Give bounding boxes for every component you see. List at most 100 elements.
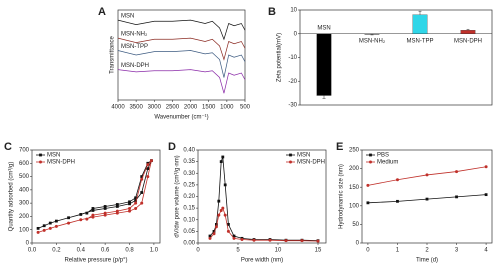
y-tick-label: 0.15 <box>183 206 195 212</box>
point <box>140 175 144 178</box>
point <box>85 217 89 221</box>
panel-label: B <box>268 6 276 18</box>
x-tick-label: 3 <box>455 248 459 254</box>
series-line <box>37 159 153 233</box>
point <box>232 234 236 238</box>
point <box>36 226 40 230</box>
y-axis-label: Transmittance <box>110 35 116 73</box>
y-tick-label: 0.35 <box>183 159 195 165</box>
point <box>115 209 119 213</box>
series-line <box>117 37 246 61</box>
plot-frame <box>117 9 246 101</box>
point <box>140 177 144 181</box>
point <box>146 163 150 167</box>
bar <box>364 33 380 35</box>
x-tick-label: 1000 <box>220 105 234 111</box>
y-tick-label: 400 <box>19 187 30 193</box>
point <box>223 183 227 187</box>
series-label: MSN-DPH <box>121 63 149 69</box>
y-tick-label: 700 <box>19 148 30 154</box>
point <box>134 201 138 205</box>
point <box>219 208 223 212</box>
x-tick-label: 2500 <box>166 105 180 111</box>
point <box>455 195 458 199</box>
point <box>115 203 119 206</box>
point <box>103 207 107 210</box>
point <box>223 213 227 217</box>
x-tick-label: 10 <box>275 248 282 254</box>
legend-label: MSN-DPH <box>297 160 325 166</box>
panel-label: D <box>168 141 176 153</box>
point <box>316 239 320 243</box>
y-tick-label: 50 <box>352 222 359 228</box>
category-label: MSN <box>317 25 330 31</box>
y-tick-label: 0.20 <box>183 194 195 200</box>
x-axis-label: Time (d) <box>416 258 438 264</box>
point <box>48 221 52 225</box>
point <box>140 201 144 205</box>
legend-label: MSN <box>297 153 310 159</box>
point <box>128 200 131 204</box>
series-label: MSN-TPP <box>121 44 148 50</box>
point <box>103 211 107 215</box>
y-tick-label: -30 <box>288 103 297 109</box>
point <box>221 155 225 159</box>
point <box>212 229 216 233</box>
category-label: MSN-DPH <box>454 38 482 44</box>
point <box>366 201 370 205</box>
series-line <box>209 207 319 242</box>
y-tick-label: 100 <box>19 227 30 233</box>
point <box>128 209 132 213</box>
point <box>455 170 459 174</box>
series-line <box>117 69 246 94</box>
point <box>396 199 399 203</box>
point <box>146 175 150 179</box>
y-tick-label: 600 <box>19 161 30 167</box>
point <box>146 167 150 170</box>
x-axis-label: Wavenumber (cm⁻¹) <box>154 115 208 121</box>
point <box>115 205 119 208</box>
point <box>134 206 138 210</box>
category-label: MSN-TPP <box>407 38 434 44</box>
x-tick-label: 500 <box>240 105 251 111</box>
point <box>212 232 216 236</box>
y-tick-label: 250 <box>349 148 360 154</box>
point <box>227 223 230 226</box>
legend-marker <box>289 160 292 164</box>
x-tick-label: 2 <box>425 248 429 254</box>
x-tick-label: 3500 <box>129 105 143 111</box>
point <box>91 213 95 217</box>
y-tick-label: -10 <box>288 55 297 61</box>
y-axis-label: dV/dw pore volume (cm³/g·nm) <box>175 155 181 237</box>
x-tick-label: 0.2 <box>52 248 61 254</box>
point <box>128 202 131 206</box>
point <box>149 159 153 163</box>
panel-label: C <box>4 141 12 153</box>
x-tick-label: 4 <box>484 248 488 254</box>
point <box>134 196 138 200</box>
point <box>91 209 95 212</box>
x-tick-label: 0.4 <box>77 248 86 254</box>
point <box>103 205 107 208</box>
plot-frame <box>31 149 161 244</box>
y-tick-label: 0.30 <box>183 171 195 177</box>
legend-label: PBS <box>377 153 389 159</box>
y-tick-label: 200 <box>19 214 30 220</box>
point <box>48 226 52 230</box>
point <box>217 199 221 203</box>
x-tick-label: 0 <box>366 248 370 254</box>
y-tick-label: 100 <box>349 203 360 209</box>
x-tick-label: 5 <box>236 248 240 254</box>
point <box>79 218 83 222</box>
y-tick-label: 0 <box>356 241 360 247</box>
point <box>215 223 218 226</box>
x-tick-label: 0.0 <box>28 248 37 254</box>
point <box>91 207 95 210</box>
point <box>208 236 212 240</box>
x-tick-label: 3000 <box>148 105 162 111</box>
point <box>221 206 225 210</box>
legend-label: MSN <box>47 153 60 159</box>
legend-marker <box>39 153 42 157</box>
legend-marker <box>369 160 372 164</box>
bar <box>316 33 332 96</box>
